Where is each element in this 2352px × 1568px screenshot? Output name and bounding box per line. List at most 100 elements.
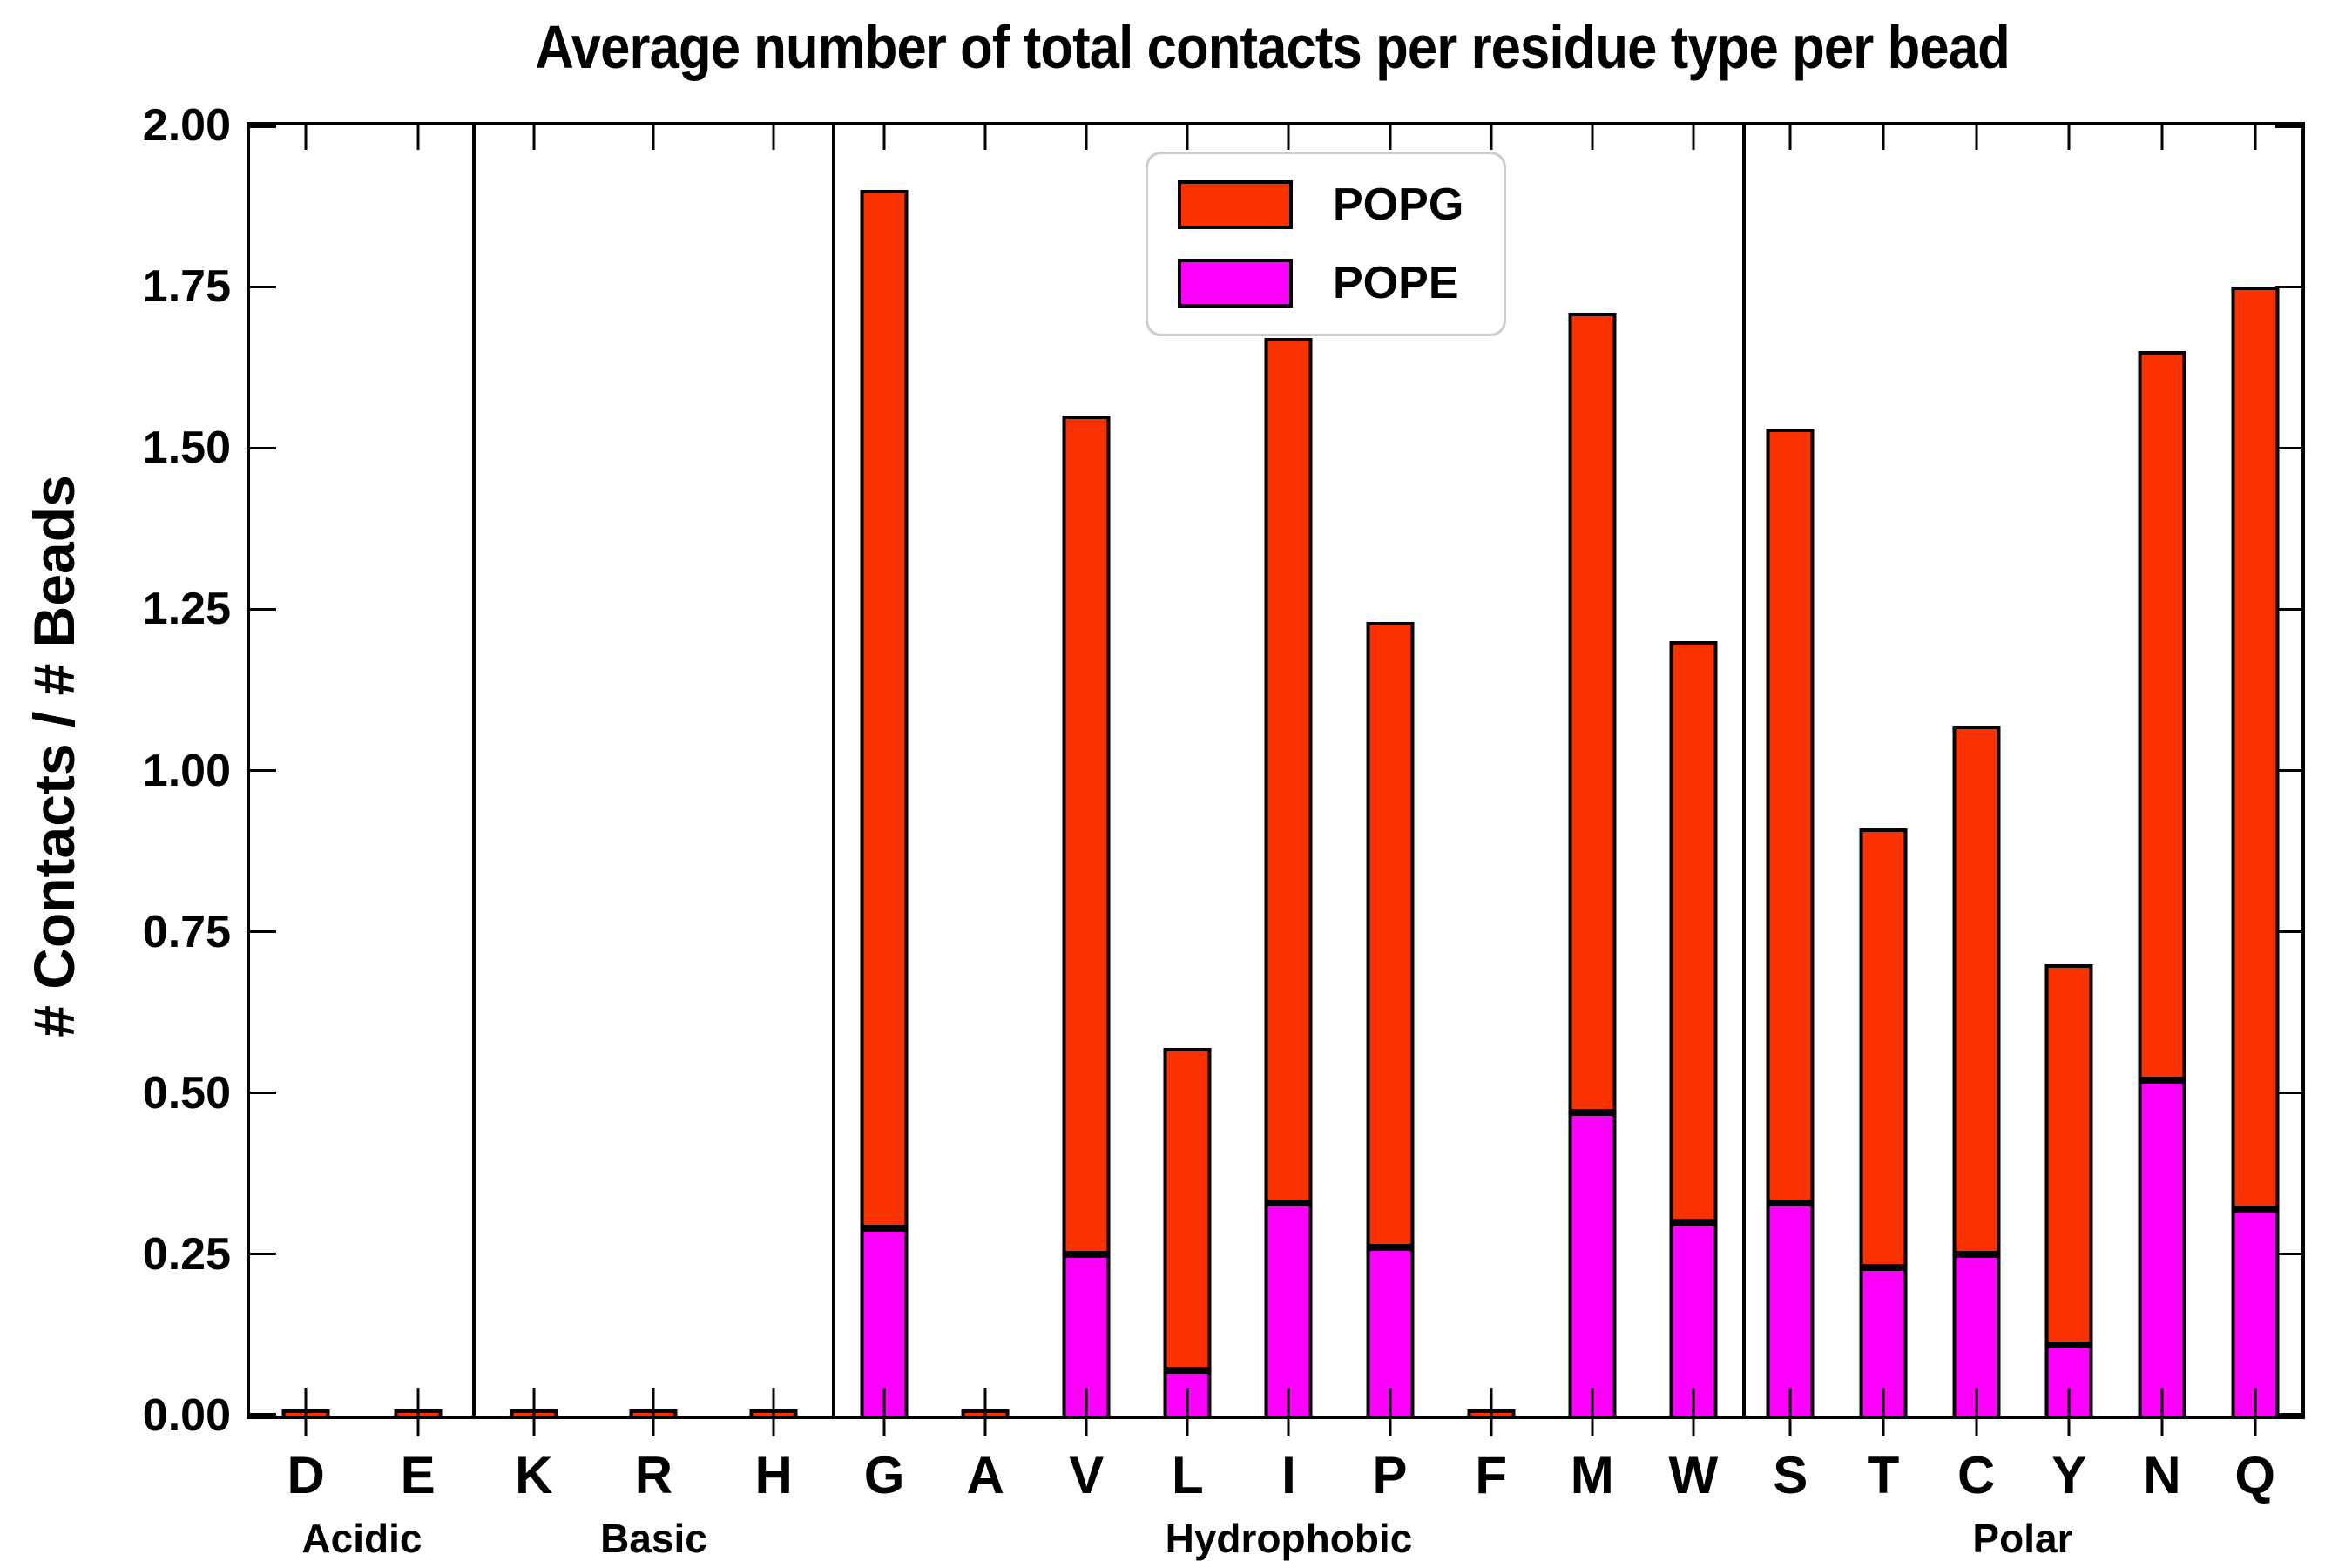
bar-pope-S <box>1766 1202 1815 1416</box>
group-label-acidic: Acidic <box>301 1516 422 1561</box>
x-tick-in-G <box>882 1388 886 1416</box>
plot-area: POPG POPE 0.00 0.25 0.50 0.75 1.00 1.25 1.50 1.… <box>143 100 2305 1561</box>
x-tick-top-D <box>304 125 308 150</box>
x-tick-out-S <box>1788 1419 1792 1436</box>
x-tick-out-A <box>983 1419 987 1436</box>
x-tick-top-G <box>882 125 886 150</box>
x-tick-in-T <box>1882 1388 1885 1416</box>
chart-title-text: Average number of total contacts per res… <box>535 13 2010 81</box>
bar-popg-Q <box>2231 287 2280 1210</box>
x-tick-label-T: T <box>1867 1446 1900 1504</box>
x-tick-top-E <box>416 125 420 150</box>
x-tick-out-T <box>1882 1419 1885 1436</box>
y-tick-left-1.25 <box>250 607 276 611</box>
y-tick-right-1.50 <box>2275 446 2301 449</box>
x-tick-in-F <box>1490 1388 1493 1416</box>
group-label-hydrophobic: Hydrophobic <box>1165 1516 1413 1561</box>
x-tick-out-I <box>1287 1419 1290 1436</box>
x-tick-in-S <box>1788 1388 1792 1416</box>
bar-pope-W <box>1669 1221 1718 1416</box>
x-tick-in-P <box>1389 1388 1392 1416</box>
x-tick-label-S: S <box>1773 1446 1808 1504</box>
x-tick-in-Y <box>2067 1388 2071 1416</box>
x-tick-out-N <box>2160 1419 2164 1436</box>
x-tick-out-C <box>1975 1419 1978 1436</box>
x-tick-in-H <box>772 1388 775 1416</box>
x-tick-out-R <box>652 1419 655 1436</box>
x-tick-in-D <box>304 1388 308 1416</box>
x-tick-in-M <box>1591 1388 1594 1416</box>
y-tick-label-0.50: 0.50 <box>142 1067 231 1119</box>
group-label-polar: Polar <box>1972 1516 2073 1561</box>
bar-popg-N <box>2138 351 2186 1080</box>
bar-popg-L <box>1163 1047 1212 1371</box>
x-tick-in-E <box>416 1388 420 1416</box>
x-tick-in-I <box>1287 1388 1290 1416</box>
x-tick-label-W: W <box>1668 1446 1719 1504</box>
y-tick-left-2.00 <box>250 125 276 128</box>
x-tick-label-Y: Y <box>2051 1446 2087 1504</box>
y-tick-label-1.00: 1.00 <box>142 745 231 796</box>
bar-popg-Y <box>2044 963 2093 1345</box>
bar-pope-N <box>2138 1079 2186 1416</box>
x-tick-out-Y <box>2067 1419 2071 1436</box>
x-tick-top-M <box>1591 125 1594 150</box>
bar-pope-M <box>1568 1112 1617 1416</box>
panel-divider-1 <box>831 125 835 1416</box>
x-tick-top-H <box>772 125 775 150</box>
x-tick-in-A <box>983 1388 987 1416</box>
x-tick-label-I: I <box>1281 1446 1296 1504</box>
x-tick-out-K <box>532 1419 536 1436</box>
x-tick-in-Q <box>2254 1388 2257 1416</box>
x-tick-top-F <box>1490 125 1493 150</box>
bar-pope-I <box>1264 1202 1313 1416</box>
x-tick-label-L: L <box>1172 1446 1204 1504</box>
x-tick-in-K <box>532 1388 536 1416</box>
pope-label: POPE <box>1333 258 1459 308</box>
x-tick-in-L <box>1186 1388 1189 1416</box>
x-tick-label-H: H <box>754 1446 793 1504</box>
bar-popg-W <box>1669 641 1718 1222</box>
popg-label: POPG <box>1333 179 1464 230</box>
y-tick-right-0.25 <box>2275 1253 2301 1256</box>
x-tick-top-K <box>532 125 536 150</box>
y-tick-right-0.50 <box>2275 1092 2301 1095</box>
x-tick-out-V <box>1085 1419 1088 1436</box>
x-tick-top-N <box>2160 125 2164 150</box>
bar-popg-C <box>1952 725 2001 1254</box>
bar-popg-T <box>1859 828 1908 1267</box>
y-tick-left-0.00 <box>250 1413 276 1416</box>
x-tick-top-P <box>1389 125 1392 150</box>
chart-title: Average number of total contacts per res… <box>247 12 2298 82</box>
y-tick-left-1.00 <box>250 769 276 772</box>
legend-item-popg: POPG <box>1178 179 1463 231</box>
panel-divider-0 <box>471 125 476 1416</box>
x-tick-in-W <box>1692 1388 1695 1416</box>
y-tick-left-0.50 <box>250 1092 276 1095</box>
x-tick-out-H <box>772 1419 775 1436</box>
x-tick-out-W <box>1692 1419 1695 1436</box>
y-tick-right-1.25 <box>2275 607 2301 611</box>
x-tick-top-A <box>983 125 987 150</box>
bar-popg-M <box>1568 312 1617 1112</box>
y-tick-label-0.75: 0.75 <box>142 906 231 957</box>
x-tick-in-N <box>2160 1388 2164 1416</box>
x-tick-label-C: C <box>1957 1446 1996 1504</box>
x-tick-out-Q <box>2254 1419 2257 1436</box>
y-tick-right-0.75 <box>2275 930 2301 934</box>
x-tick-in-V <box>1085 1388 1088 1416</box>
x-tick-top-V <box>1085 125 1088 150</box>
x-tick-label-N: N <box>2143 1446 2181 1504</box>
y-tick-right-1.00 <box>2275 769 2301 772</box>
x-tick-top-C <box>1975 125 1978 150</box>
y-tick-label-1.75: 1.75 <box>142 261 231 313</box>
x-tick-label-E: E <box>400 1446 436 1504</box>
y-tick-left-1.50 <box>250 446 276 449</box>
x-tick-top-Q <box>2254 125 2257 150</box>
y-tick-label-0.00: 0.00 <box>142 1390 231 1441</box>
x-tick-label-A: A <box>966 1446 1004 1504</box>
y-tick-label-0.25: 0.25 <box>142 1228 231 1280</box>
bar-pope-P <box>1366 1247 1415 1416</box>
y-tick-right-2.00 <box>2275 125 2301 128</box>
y-tick-right-1.75 <box>2275 285 2301 288</box>
